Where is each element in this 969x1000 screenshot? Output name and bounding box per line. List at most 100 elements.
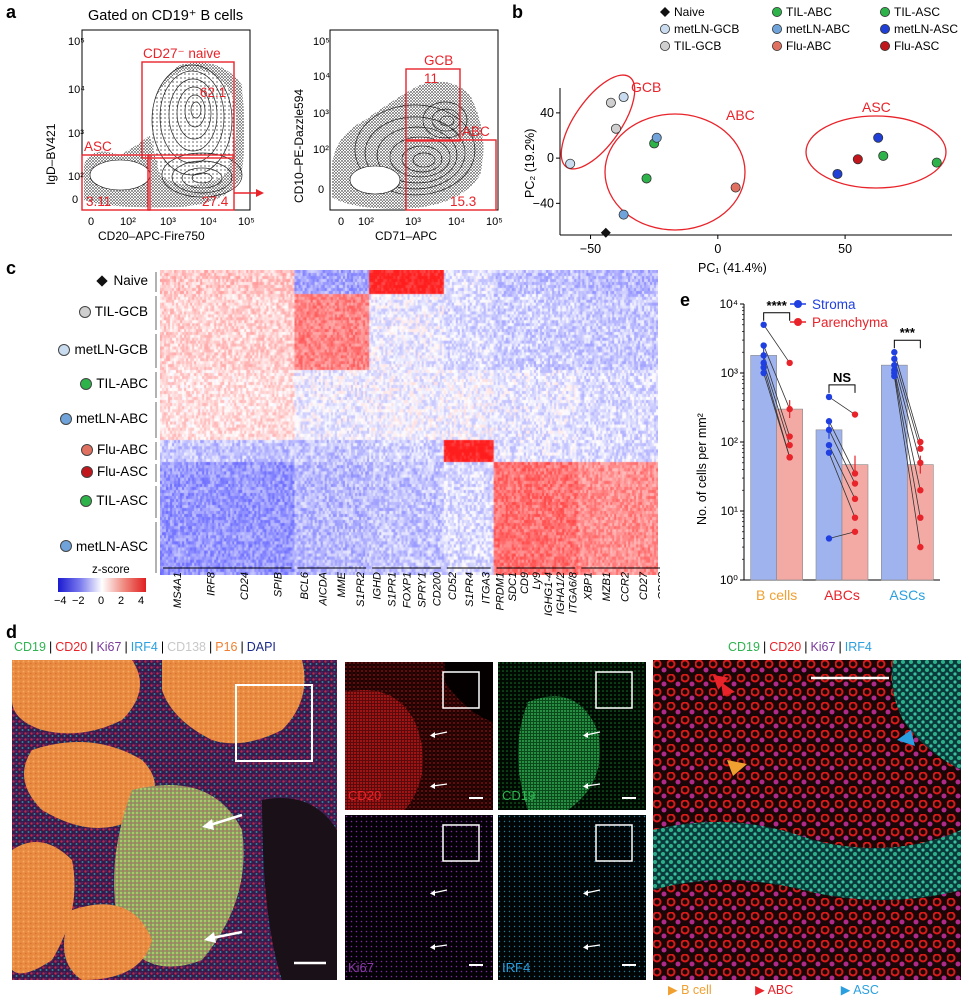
data-point-parenchyma — [851, 480, 859, 487]
legend-label: TIL-GCB — [674, 39, 721, 53]
circle-marker-icon — [58, 343, 71, 356]
circle-marker-icon — [78, 305, 91, 318]
gate-naive-label: CD27⁻ naive — [143, 46, 221, 61]
significance-label: **** — [767, 298, 788, 313]
gene-label: ITGA6/8 — [567, 571, 579, 613]
zscore-colorbar — [58, 578, 146, 592]
panel-label-a: a — [6, 2, 17, 22]
heatmap-row-label: TIL-GCB — [78, 304, 148, 319]
bar-y-tick: 10⁰ — [720, 573, 738, 587]
pca-point-metln-asc — [873, 132, 884, 143]
zoomed-micrograph — [653, 660, 961, 980]
heatmap-row-label: Naive — [96, 273, 148, 288]
heatmap-row-label-text: Flu-ASC — [96, 464, 148, 479]
data-point-stroma — [760, 342, 767, 349]
category-label: ABCs — [824, 587, 860, 603]
y-tick: 10⁵ — [313, 36, 330, 48]
pca-point-metln-abc — [618, 209, 629, 220]
data-point-stroma — [760, 359, 767, 367]
paired-line — [763, 362, 791, 446]
heatmap-row-label-text: metLN-ASC — [75, 538, 148, 554]
gene-label: AICDA — [317, 572, 329, 607]
pca-x-tick: 0 — [714, 242, 721, 256]
gene-label: S1PR2 — [355, 572, 367, 607]
legend-marker — [660, 7, 670, 17]
y-tick: 0 — [318, 184, 324, 196]
pca-point-metln-gcb — [618, 92, 629, 103]
gene-label: SDC1 — [507, 572, 519, 601]
y-tick: 10² — [68, 171, 84, 183]
data-point-parenchyma — [786, 433, 793, 440]
category-label: B cells — [756, 587, 797, 603]
y-tick: 10⁴ — [313, 71, 330, 83]
paired-line — [893, 358, 921, 449]
data-point-stroma — [891, 355, 898, 363]
gate-cd20-value: 27.4 — [202, 194, 229, 209]
data-point-parenchyma — [786, 359, 793, 367]
pca-points — [565, 92, 942, 238]
panel-label-d: d — [6, 622, 17, 642]
gate-gcb-value: 11 — [424, 71, 438, 86]
data-point-stroma — [825, 449, 833, 456]
significance-label: *** — [900, 325, 916, 340]
gene-label: IGHG1-4 — [543, 572, 555, 616]
channel-cd138: CD138 — [167, 640, 206, 654]
zoom-channel-ki67: Ki67 — [810, 640, 836, 654]
gene-label: IRF8 — [205, 571, 217, 596]
data-point-parenchyma — [917, 487, 924, 494]
paired-line — [763, 345, 791, 410]
x-tick: 10² — [120, 216, 136, 228]
legend-label: Flu-ABC — [786, 39, 832, 53]
pca-y-tick: 0 — [547, 151, 554, 165]
zscore-tick: 4 — [138, 595, 145, 607]
gene-label: CD9 — [519, 572, 531, 594]
zscore-title: z-score — [92, 564, 130, 576]
circle-marker-icon — [59, 412, 72, 425]
gene-label: S1PR1 — [387, 572, 399, 607]
gene-label: BCL6 — [299, 571, 311, 599]
data-point-stroma — [825, 426, 833, 434]
channel-p16: P16 — [215, 640, 238, 654]
data-point-parenchyma — [917, 543, 924, 551]
pca-axes — [559, 88, 952, 236]
zscore-tick: 2 — [118, 595, 125, 607]
pca-x-tick: 50 — [838, 242, 852, 256]
cd20-panel-label: CD20 — [348, 788, 382, 803]
y-axis-label: IgD–BV421 — [44, 123, 58, 185]
bar-y-tick: 10¹ — [721, 504, 738, 518]
bar-y-axis-label: No. of cells per mm² — [695, 413, 709, 525]
pca-scatter-plot: Naive metLN-GCB TIL-GCB TIL-ABC metLN-ABC Flu… — [523, 5, 958, 275]
gene-label: CD24 — [239, 572, 251, 600]
gate-abc-label: ABC — [462, 124, 490, 139]
data-point-parenchyma — [851, 411, 859, 418]
heatmap-row-label-text: metLN-GCB — [74, 342, 148, 357]
zoom-channel-cd19: CD19 — [728, 640, 760, 654]
gate-naive-value: 62.1 — [200, 85, 226, 100]
x-tick: 0 — [88, 216, 94, 228]
arrow-legend-b-cell: B cell — [681, 983, 712, 997]
pca-point-til-asc — [878, 150, 889, 161]
data-point-parenchyma — [851, 514, 859, 521]
bar-y-tick: 10² — [721, 435, 738, 449]
legend-marker — [771, 7, 782, 17]
zscore-tick: −4 — [54, 595, 67, 607]
bar-y-tick: 10⁴ — [719, 297, 738, 311]
heatmap-row-label: metLN-ASC — [59, 538, 148, 554]
gene-label: MME — [336, 571, 348, 597]
x-tick: 10⁵ — [486, 216, 503, 228]
pca-point-metln-abc — [651, 132, 662, 143]
pca-x-tick: −50 — [580, 242, 601, 256]
bar-stroma-2 — [881, 364, 908, 581]
paired-line — [828, 429, 856, 484]
data-point-stroma — [760, 321, 767, 328]
data-point-parenchyma — [851, 470, 859, 477]
heatmap-row-label-text: TIL-GCB — [94, 304, 148, 319]
legend-marker — [794, 318, 802, 326]
zoom-channel-cd20: CD20 — [769, 640, 802, 654]
y-tick: 10³ — [68, 128, 84, 140]
y-tick: 10⁵ — [68, 36, 85, 48]
x-axis-label: CD20–APC-Fire750 — [98, 229, 205, 243]
gene-label: CD200 — [431, 571, 443, 606]
pca-point-til-asc — [931, 157, 942, 168]
